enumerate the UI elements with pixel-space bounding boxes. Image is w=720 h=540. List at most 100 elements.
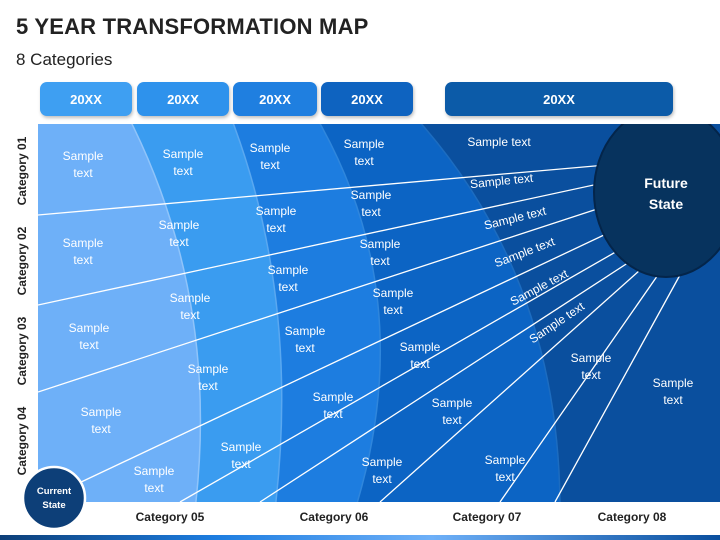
ray-3: [38, 194, 641, 393]
cell-text-line1: Sample: [221, 440, 262, 454]
category-06-label: Category 06: [299, 510, 369, 524]
cell-text: Sample text: [159, 218, 200, 249]
cell-text-line1: Sample: [400, 340, 441, 354]
cell-text: Sample text: [362, 455, 403, 486]
category-03-label: Category 03: [15, 316, 29, 386]
cell-text-line1: Sample: [69, 321, 110, 335]
cell-text-line1: Sample: [63, 149, 104, 163]
cell-text-line1: Sample: [159, 218, 200, 232]
ray-2: [38, 174, 641, 306]
cell-text-line2: text: [266, 221, 286, 235]
category-04-label: Category 04: [15, 406, 29, 476]
band-boundary-3: [319, 124, 382, 502]
cell-text-line1: Sample: [256, 204, 297, 218]
cell-text-line2: text: [323, 407, 343, 421]
cell-text: Sample text: [63, 236, 104, 267]
band-boundary-1: [131, 124, 202, 502]
cell-text-line1: Sample: [163, 147, 204, 161]
cell-text: Sample text: [256, 204, 297, 235]
ray-9: [554, 274, 681, 502]
cell-text-line1: Sample: [362, 455, 403, 469]
future-state-oval: [593, 124, 720, 278]
cell-text: Sample text: [432, 396, 473, 427]
current-state-line1: Current: [37, 486, 72, 497]
cell-text: Sample text: [188, 362, 229, 393]
cell-text: Sample text: [134, 464, 175, 495]
cell-text: Sample text: [170, 291, 211, 322]
cell-text-line2: text: [410, 357, 430, 371]
year-box-3: 20XX: [233, 82, 317, 116]
cell-text-line1: Sample: [653, 376, 694, 390]
future-state-line1: Future: [644, 175, 688, 191]
ray-text: Sample text: [469, 171, 534, 192]
cell-text-line1: Sample: [134, 464, 175, 478]
ray-8: [499, 271, 661, 502]
cell-text: Sample text: [360, 237, 401, 268]
cell-text: Sample text: [485, 453, 526, 484]
cell-text: Sample text: [221, 440, 262, 471]
cell-text: Sample text: [313, 390, 354, 421]
cell-text-line1: Sample: [344, 137, 385, 151]
cell-text-line2: text: [73, 166, 93, 180]
cell-text: Sample text: [163, 147, 204, 178]
cell-text-line1: Sample: [250, 141, 291, 155]
ray-1: [38, 161, 641, 216]
cell-text-line1: Sample: [81, 405, 122, 419]
cell-text-line2: text: [372, 472, 392, 486]
cell-text-line2: text: [295, 341, 315, 355]
cell-text: Sample text: [63, 149, 104, 180]
cell-text-line2: text: [144, 481, 164, 495]
bottom-accent-strip: [0, 535, 720, 540]
cell-text-line2: text: [354, 154, 374, 168]
cell-text-line1: Sample: [188, 362, 229, 376]
cell-text-line2: text: [361, 205, 381, 219]
cell-text-line1: Sample: [432, 396, 473, 410]
cell-text-line1: Sample: [170, 291, 211, 305]
cell-text-line1: Sample: [485, 453, 526, 467]
ray-6: [259, 254, 641, 502]
cell-text-line2: text: [495, 470, 515, 484]
cell-text-line2: text: [260, 158, 280, 172]
cell-text-line2: text: [663, 393, 683, 407]
ray-4: [59, 217, 641, 493]
cell-text-line1: Sample: [268, 263, 309, 277]
cell-text: Sample text: [268, 263, 309, 294]
cell-text-line2: text: [370, 254, 390, 268]
category-02-label: Category 02: [15, 226, 29, 296]
cell-text: Sample text: [571, 351, 612, 382]
category-01-label: Category 01: [15, 136, 29, 206]
cell-text-line1: Sample: [360, 237, 401, 251]
cell-text: Sample text: [351, 188, 392, 219]
year-box-1: 20XX: [40, 82, 132, 116]
cell-text: Sample text: [81, 405, 122, 436]
cell-text-line2: text: [278, 280, 298, 294]
cell-text-line2: text: [173, 164, 193, 178]
cell-text-line2: text: [198, 379, 218, 393]
cell-text-line1: Sample: [571, 351, 612, 365]
ray-7: [379, 269, 641, 502]
cell-text-line2: text: [79, 338, 99, 352]
cell-text-line1: Sample: [313, 390, 354, 404]
future-state-line2: State: [649, 196, 683, 212]
year-box-2: 20XX: [137, 82, 229, 116]
category-07-label: Category 07: [452, 510, 522, 524]
current-state-line2: State: [42, 500, 65, 511]
year-box-4: 20XX: [321, 82, 413, 116]
cell-text-line2: text: [442, 413, 462, 427]
current-state-label: Current State: [37, 486, 72, 511]
cell-text: Sample text: [653, 376, 694, 407]
ray-text: Sample text: [467, 135, 531, 149]
cell-text: Sample text: [285, 324, 326, 355]
cell-text-line2: text: [91, 422, 111, 436]
cell-text: Sample text: [373, 286, 414, 317]
page-title: 5 YEAR TRANSFORMATION MAP: [16, 14, 369, 39]
band-boundary-2: [232, 124, 283, 502]
band-boundary-4: [420, 124, 561, 502]
cell-text-line1: Sample: [285, 324, 326, 338]
cell-text-line1: Sample: [373, 286, 414, 300]
cell-text: Sample text: [69, 321, 110, 352]
category-05-label: Category 05: [135, 510, 205, 524]
category-08-label: Category 08: [597, 510, 667, 524]
cell-text-line2: text: [73, 253, 93, 267]
